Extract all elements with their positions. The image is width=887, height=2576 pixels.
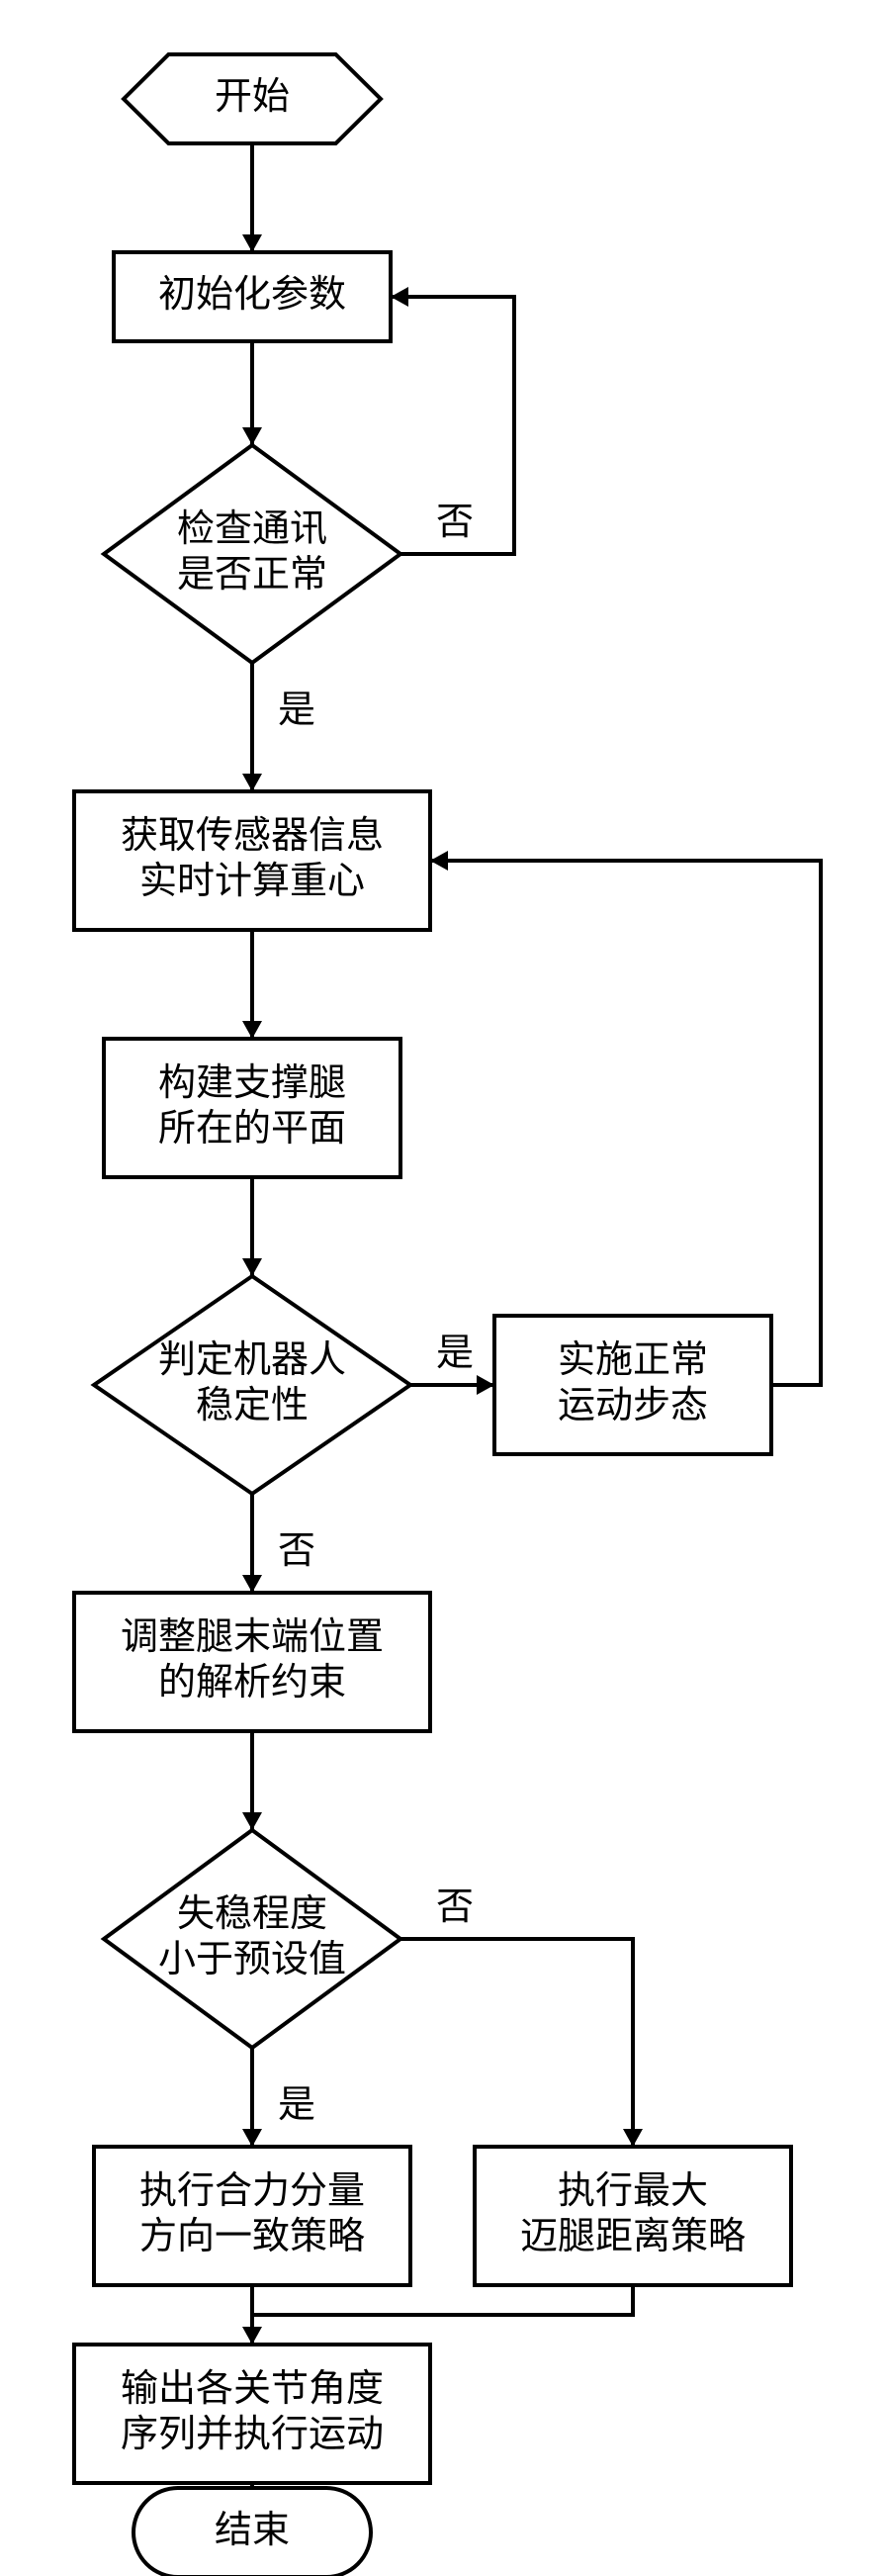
flowchart-svg: 是否是否是否开始初始化参数检查通讯是否正常获取传感器信息实时计算重心构建支撑腿所… [0,0,887,2576]
node-gait-text: 实施正常 [558,1339,708,1381]
edge-11 [400,1939,633,2147]
node-sense-text: 实时计算重心 [139,861,365,902]
edge-label-6: 是 [436,1333,474,1374]
edge-label-3: 否 [436,502,474,543]
node-comm-text: 检查通讯 [177,508,327,550]
edge-label-10: 是 [278,2084,315,2126]
node-sense-text: 获取传感器信息 [121,815,384,857]
node-degree-text: 失稳程度 [177,1893,327,1935]
edge-label-2: 是 [278,690,315,731]
node-gait-text: 运动步态 [558,1385,708,1426]
node-plane-text: 构建支撑腿 [158,1062,346,1104]
node-maxleg-text: 执行最大 [558,2170,708,2212]
node-comm-text: 是否正常 [177,554,327,596]
edge-12 [252,2285,633,2315]
node-adjust-text: 调整腿末端位置 [121,1616,384,1658]
node-force-text: 执行合力分量 [139,2170,365,2212]
node-stable-text: 判定机器人 [158,1339,346,1381]
node-end-text: 结束 [215,2510,290,2551]
edge-label-11: 否 [436,1886,474,1928]
node-plane-text: 所在的平面 [158,1108,346,1150]
edge-7 [430,861,821,1385]
node-start-text: 开始 [215,76,290,118]
node-force-text: 方向一致策略 [139,2216,365,2257]
node-stable-text: 稳定性 [196,1385,309,1426]
node-adjust-text: 的解析约束 [158,1662,346,1703]
node-output-text: 输出各关节角度 [121,2368,384,2410]
node-degree-text: 小于预设值 [158,1939,346,1980]
edge-label-8: 否 [278,1530,315,1572]
node-init-text: 初始化参数 [158,274,346,316]
node-maxleg-text: 迈腿距离策略 [520,2216,746,2257]
node-output-text: 序列并执行运动 [121,2414,384,2455]
